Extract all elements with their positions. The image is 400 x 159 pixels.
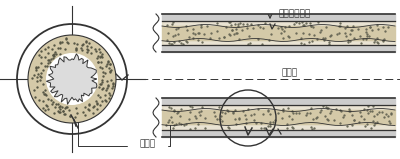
Text: 冷却水: 冷却水 [282, 69, 298, 77]
Text: 付着物: 付着物 [140, 139, 156, 148]
Polygon shape [46, 54, 97, 104]
Text: プロセス流体: プロセス流体 [279, 9, 311, 18]
Circle shape [46, 53, 98, 105]
Circle shape [28, 35, 116, 123]
